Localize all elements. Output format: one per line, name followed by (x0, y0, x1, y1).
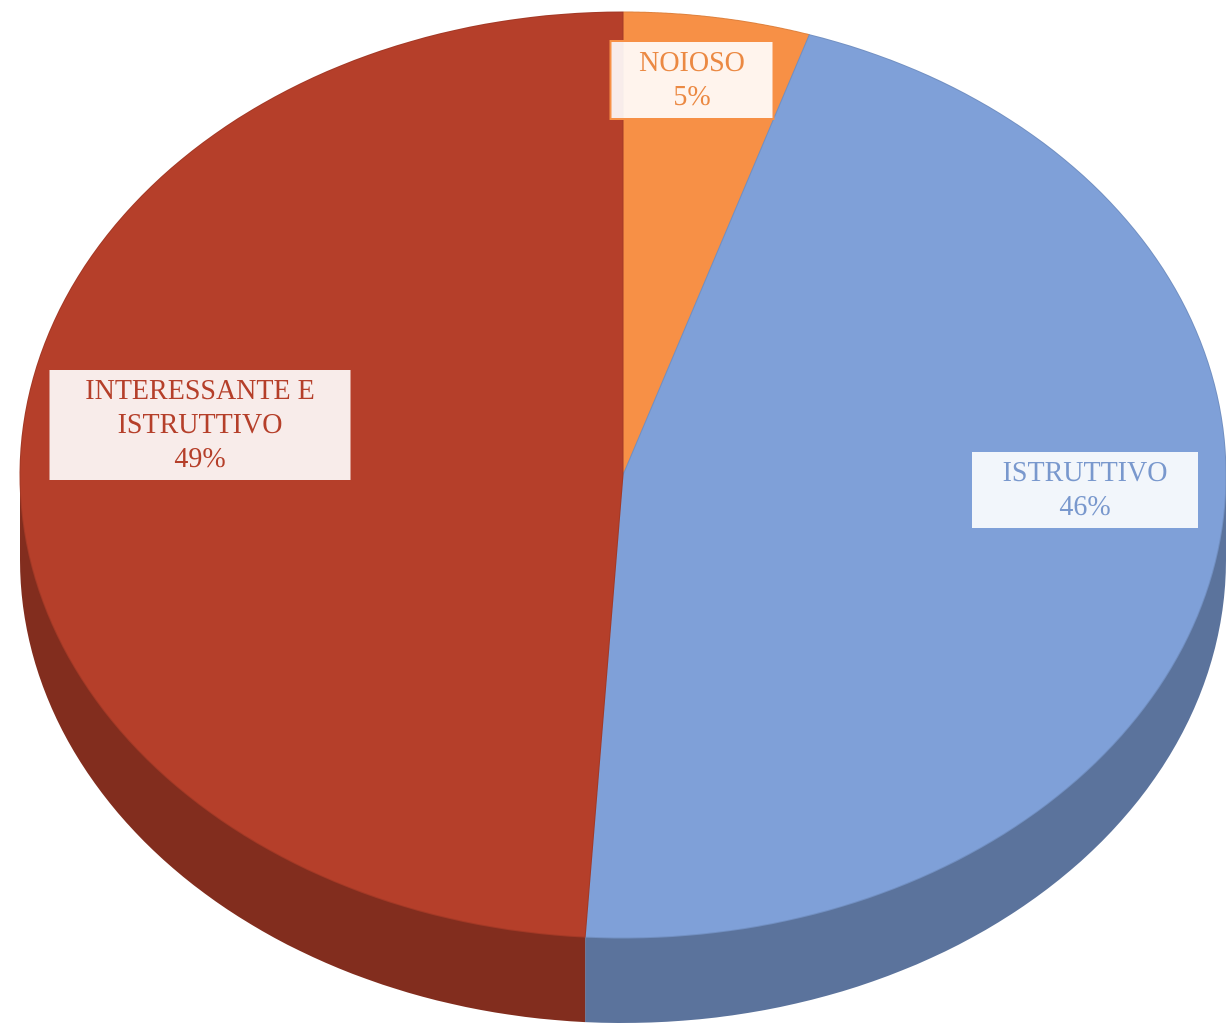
value-label: 46% (1059, 491, 1111, 522)
slice (622, 11, 811, 476)
value-label: 49% (174, 443, 226, 474)
category-label: INTERESSANTE E ISTRUTTIVO (85, 375, 315, 440)
data-label: INTERESSANTE E ISTRUTTIVO 49% (47, 368, 353, 482)
slice (584, 34, 1226, 939)
value-label: 5% (673, 81, 711, 112)
category-label: ISTRUTTIVO (1002, 457, 1168, 488)
category-label: NOIOSO (639, 47, 745, 78)
data-label: NOIOSO 5% (609, 40, 775, 120)
slice-side (585, 475, 1226, 1023)
pie-sides (20, 475, 1226, 1023)
data-label: ISTRUTTIVO 46% (970, 450, 1200, 530)
slice-side (20, 475, 586, 1023)
